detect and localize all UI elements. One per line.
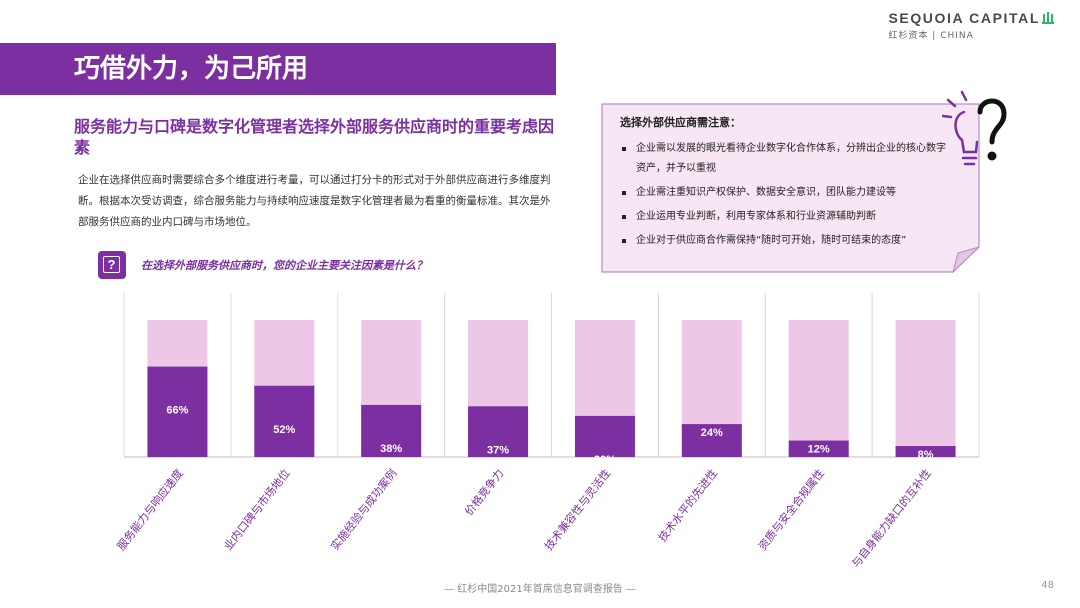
logo-mark-icon [1042, 12, 1054, 24]
notice-item: 企业需以发展的眼光看待企业数字化合作体系，分辨出企业的核心数字资产，并予以重视 [620, 139, 950, 179]
category-label: 资质与安全合规属性 [755, 466, 827, 553]
logo-subtitle: 红杉资本 | CHINA [888, 31, 974, 41]
bar [254, 385, 315, 457]
bar-track [788, 320, 849, 457]
bar [681, 424, 742, 457]
title-banner: 巧借外力，为己所用 [0, 43, 556, 95]
bar [361, 404, 422, 457]
logo-name: SEQUOIA CAPITAL [888, 10, 1040, 26]
lightbulb-question-icon [942, 90, 1007, 166]
bar [574, 415, 635, 457]
notice-list: 企业需以发展的眼光看待企业数字化合作体系，分辨出企业的核心数字资产，并予以重视 … [620, 139, 950, 255]
data-label: 37% [487, 444, 509, 456]
bar [895, 446, 956, 457]
notice-box-background [601, 103, 980, 273]
category-label: 服务能力与响应速度 [114, 466, 186, 553]
question-icon: ? [98, 251, 126, 279]
category-label: 价格竞争力 [462, 466, 507, 518]
data-label: 52% [273, 424, 295, 436]
notice-item: 企业运用专业判断，利用专家体系和行业资源辅助判断 [620, 207, 950, 227]
data-label: 66% [166, 405, 188, 417]
data-label: 38% [380, 443, 402, 455]
page-title: 巧借外力，为己所用 [74, 54, 309, 84]
page-number: 48 [1041, 580, 1054, 591]
data-label: 8% [918, 449, 934, 461]
notice-box: 选择外部供应商需注意： 企业需以发展的眼光看待企业数字化合作体系，分辨出企业的核… [601, 103, 980, 273]
notice-item: 企业需注重知识产权保护、数据安全意识，团队能力建设等 [620, 183, 950, 203]
category-label: 实施经验与成功案例 [328, 466, 400, 553]
data-label: 24% [701, 427, 723, 439]
data-label: 30% [594, 454, 616, 466]
bar [147, 366, 208, 457]
category-label: 与自身能力缺口的互补性 [848, 466, 934, 570]
bar-track [895, 320, 956, 457]
footer-text: — 红杉中国2021年首席信息官调查报告 — [444, 584, 636, 595]
logo: SEQUOIA CAPITAL 红杉资本 | CHINA [888, 10, 1054, 41]
bar [788, 440, 849, 457]
notice-title: 选择外部供应商需注意： [620, 116, 741, 129]
survey-question: 在选择外部服务供应商时，您的企业主要关注因素是什么？ [141, 259, 427, 272]
bar [468, 406, 529, 457]
category-label: 技术水平的先进性 [655, 466, 720, 544]
category-label: 业内口碑与市场地位 [221, 466, 293, 553]
body-paragraph: 企业在选择供应商时需要综合多个维度进行考量，可以通过打分卡的形式对于外部供应商进… [78, 174, 551, 228]
category-label: 技术兼容性与灵活性 [541, 466, 613, 553]
data-label: 12% [808, 444, 830, 456]
section-subtitle: 服务能力与口碑是数字化管理者选择外部服务供应商时的重要考虑因素 [74, 117, 555, 157]
notice-item: 企业对于供应商合作需保持“随时可开始，随时可结束的态度” [620, 231, 950, 251]
